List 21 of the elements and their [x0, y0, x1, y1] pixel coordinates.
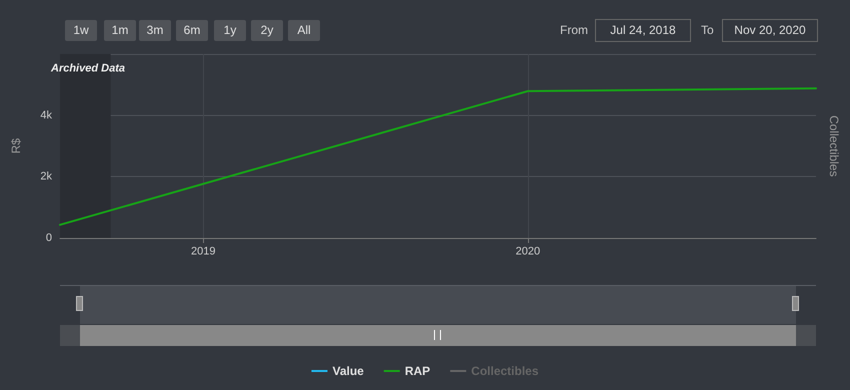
y-tick-label: 0 [46, 232, 52, 244]
range-button: 1w [65, 20, 97, 41]
date-field: Nov 20, 2020 [722, 19, 818, 42]
range-button: 1m [104, 20, 136, 41]
range-button: 6m [176, 20, 208, 41]
legend-label: Value [332, 364, 364, 378]
y-tick-label: 4k [40, 109, 52, 122]
legend-label: RAP [404, 364, 430, 378]
x-tick-label: 2020 [516, 246, 540, 258]
range-button: 1y [214, 20, 246, 41]
y-axis-title: R$ [9, 138, 23, 154]
range-button: All [288, 20, 320, 41]
text: From [560, 22, 588, 39]
range-button: 3m [139, 20, 171, 41]
y2-axis-title: Collectibles [827, 115, 841, 177]
range-button: 2y [251, 20, 283, 41]
date-field: Jul 24, 2018 [595, 19, 691, 42]
band-label: Archived Data [50, 62, 125, 74]
y-tick-label: 2k [40, 170, 52, 183]
text: To [701, 22, 714, 39]
x-tick-label: 2019 [190, 246, 216, 258]
